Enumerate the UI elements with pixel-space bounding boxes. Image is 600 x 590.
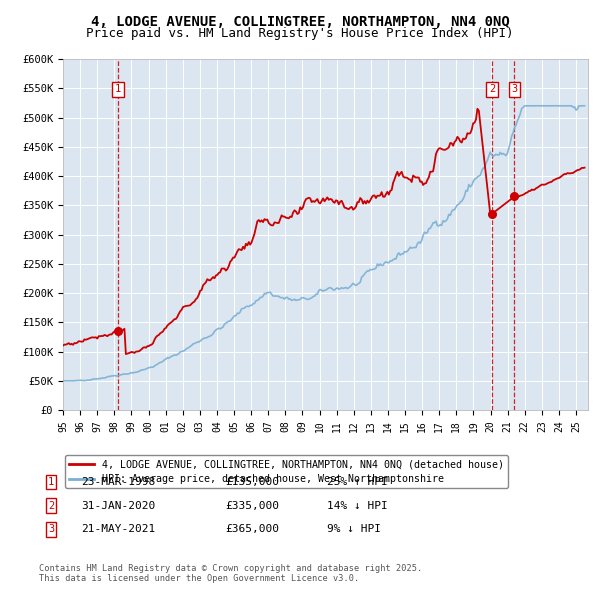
Text: 1: 1	[115, 84, 121, 94]
Text: 4, LODGE AVENUE, COLLINGTREE, NORTHAMPTON, NN4 0NQ: 4, LODGE AVENUE, COLLINGTREE, NORTHAMPTO…	[91, 15, 509, 29]
Legend: 4, LODGE AVENUE, COLLINGTREE, NORTHAMPTON, NN4 0NQ (detached house), HPI: Averag: 4, LODGE AVENUE, COLLINGTREE, NORTHAMPTO…	[65, 455, 508, 489]
Text: 3: 3	[511, 84, 517, 94]
Text: 2: 2	[48, 501, 54, 510]
Text: £135,000: £135,000	[225, 477, 279, 487]
Text: 14% ↓ HPI: 14% ↓ HPI	[327, 501, 388, 510]
Text: £335,000: £335,000	[225, 501, 279, 510]
Text: Contains HM Land Registry data © Crown copyright and database right 2025.
This d: Contains HM Land Registry data © Crown c…	[39, 563, 422, 583]
Text: 25% ↑ HPI: 25% ↑ HPI	[327, 477, 388, 487]
Text: 21-MAY-2021: 21-MAY-2021	[81, 525, 155, 534]
Text: 1: 1	[48, 477, 54, 487]
Text: Price paid vs. HM Land Registry's House Price Index (HPI): Price paid vs. HM Land Registry's House …	[86, 27, 514, 40]
Text: 31-JAN-2020: 31-JAN-2020	[81, 501, 155, 510]
Text: 23-MAR-1998: 23-MAR-1998	[81, 477, 155, 487]
Text: 3: 3	[48, 525, 54, 534]
Text: 9% ↓ HPI: 9% ↓ HPI	[327, 525, 381, 534]
Text: £365,000: £365,000	[225, 525, 279, 534]
Text: 2: 2	[489, 84, 495, 94]
